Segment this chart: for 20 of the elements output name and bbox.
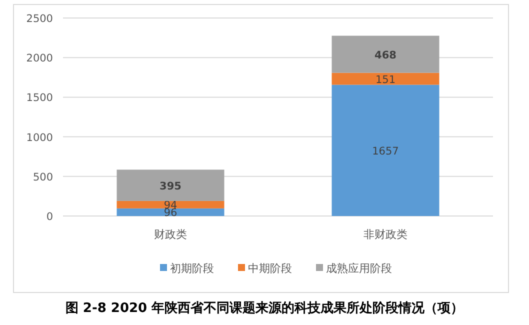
- data-label: 151: [375, 74, 396, 86]
- x-tick-label: 财政类: [154, 228, 187, 241]
- y-tick-label: 2500: [26, 13, 53, 25]
- legend-label: 中期阶段: [248, 262, 292, 275]
- y-tick-label: 1500: [26, 92, 53, 104]
- legend-label: 初期阶段: [170, 262, 214, 275]
- data-label: 395: [160, 180, 182, 192]
- data-label: 468: [374, 49, 396, 62]
- bar: [332, 72, 440, 85]
- bar: [332, 36, 440, 73]
- y-tick-label: 0: [46, 211, 53, 223]
- y-tick-label: 2000: [26, 52, 53, 65]
- y-tick-label: 500: [32, 171, 53, 184]
- bar: [332, 84, 440, 216]
- bar: [116, 170, 224, 201]
- y-tick-label: 1000: [26, 132, 53, 144]
- data-label: 1657: [372, 145, 399, 158]
- text: 图 2-8 2020 年陕西省不同课题来源的科技成果所处阶段情况（项）: [65, 300, 464, 316]
- legend-label: 成熟应用阶段: [326, 262, 392, 275]
- x-tick-label: 非财政类: [364, 228, 408, 241]
